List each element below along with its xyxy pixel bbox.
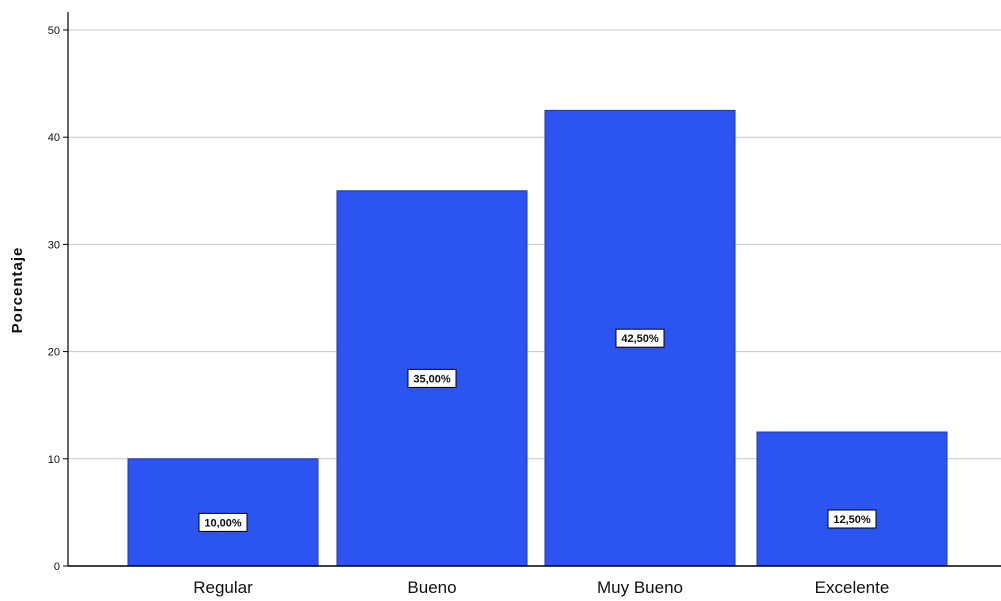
y-tick-label: 30 <box>48 239 60 251</box>
data-label: 10,00% <box>204 517 242 529</box>
data-label-box <box>198 512 248 532</box>
x-category-label: Excelente <box>815 578 890 597</box>
y-tick-label: 40 <box>48 132 60 144</box>
y-tick-label: 20 <box>48 347 60 359</box>
x-category-label: Muy Bueno <box>597 578 683 597</box>
data-label-box <box>615 328 665 348</box>
data-label-box <box>407 368 457 388</box>
data-labels: 10,00% 35,00% 42,50% 12,50% <box>198 328 877 532</box>
data-label: 12,50% <box>833 514 871 526</box>
gridlines <box>68 29 1001 460</box>
bar-excelente <box>756 431 948 567</box>
axes: 0 10 20 30 40 50 Regular Bueno Muy Bueno Excelent… <box>48 12 1001 597</box>
data-label: 35,00% <box>413 373 451 385</box>
data-label-box <box>827 509 877 529</box>
bar-regular <box>127 458 319 567</box>
y-tick-label: 50 <box>48 25 60 37</box>
y-axis-label: Porcentaje <box>9 247 26 334</box>
bars <box>127 109 948 567</box>
y-tick-label: 10 <box>48 454 60 466</box>
x-category-label: Bueno <box>407 578 456 597</box>
data-label: 42,50% <box>621 333 659 345</box>
x-category-label: Regular <box>193 578 253 597</box>
y-tick-label: 0 <box>54 561 60 573</box>
